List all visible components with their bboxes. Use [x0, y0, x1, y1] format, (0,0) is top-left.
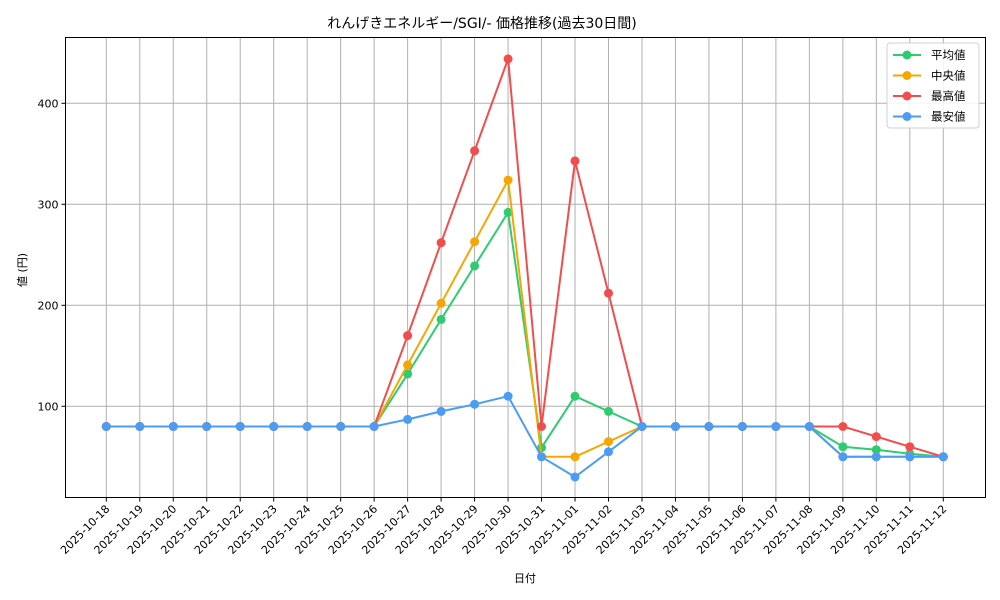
data-point-marker [202, 422, 212, 431]
data-point-marker [168, 422, 178, 431]
chart-title: れんげきエネルギー/SGI/- 価格推移(過去30日間) [327, 16, 637, 32]
y-tick-label: 100 [38, 400, 59, 413]
data-point-marker [938, 452, 948, 462]
y-axis-label: 値 (円) [16, 253, 29, 287]
data-point-marker [838, 442, 848, 452]
legend-box [886, 42, 980, 129]
data-point-marker [737, 422, 747, 431]
legend-marker-icon [902, 50, 912, 60]
data-point-marker [604, 437, 613, 447]
data-point-marker [403, 414, 413, 424]
data-point-marker [570, 391, 580, 401]
legend-label: 最安値 [931, 110, 966, 124]
data-point-marker [604, 288, 613, 298]
data-point-marker [604, 406, 613, 416]
y-tick-label: 200 [38, 299, 59, 312]
data-point-marker [336, 422, 346, 431]
legend-marker-icon [902, 71, 912, 80]
data-point-marker [905, 452, 915, 462]
legend-label: 最高値 [931, 89, 966, 103]
data-point-marker [838, 452, 848, 462]
data-point-marker [503, 175, 513, 185]
data-point-marker [302, 422, 312, 431]
data-series [101, 54, 948, 482]
data-point-marker [704, 422, 714, 431]
legend-marker-icon [902, 112, 912, 121]
x-axis-label: 日付 [514, 572, 536, 585]
data-point-marker [269, 422, 279, 431]
data-point-marker [905, 442, 915, 452]
data-point-marker [101, 422, 111, 431]
data-point-marker [838, 422, 848, 431]
data-point-marker [436, 238, 446, 248]
series-line [101, 175, 948, 462]
data-point-marker [570, 452, 580, 462]
data-point-marker [871, 432, 881, 442]
series-line [101, 54, 948, 462]
data-point-marker [403, 331, 413, 341]
data-point-marker [470, 237, 480, 247]
legend-item: 最高値 [893, 89, 966, 103]
legend-item: 中央値 [893, 69, 966, 83]
plot-area-frame [65, 37, 986, 498]
data-point-marker [871, 452, 881, 462]
data-point-marker [436, 406, 446, 416]
data-point-marker [637, 422, 647, 431]
data-point-marker [470, 399, 480, 409]
data-point-marker [470, 261, 480, 271]
data-point-marker [537, 422, 546, 431]
data-point-marker [503, 391, 513, 401]
data-point-marker [804, 422, 814, 431]
data-point-marker [570, 472, 580, 482]
legend-marker-icon [902, 91, 912, 101]
legend-item: 最安値 [893, 110, 966, 124]
data-point-marker [403, 369, 413, 379]
data-point-marker [436, 314, 446, 324]
y-tick-label: 400 [38, 97, 59, 110]
data-point-marker [871, 445, 881, 455]
x-axis-ticks: 2025-10-182025-10-192025-10-202025-10-21… [58, 497, 949, 557]
y-axis-ticks: 100 200 300 400 [38, 97, 66, 413]
data-point-marker [369, 422, 379, 431]
data-point-marker [470, 146, 480, 156]
y-tick-label: 300 [38, 198, 59, 211]
data-point-marker [135, 422, 145, 431]
data-point-marker [403, 360, 413, 370]
data-point-marker [436, 298, 446, 308]
data-point-marker [604, 447, 613, 457]
data-point-marker [537, 452, 546, 462]
data-point-marker [771, 422, 781, 431]
data-point-marker [235, 422, 245, 431]
legend-label: 平均値 [931, 48, 966, 62]
series-line [101, 391, 948, 482]
data-point-marker [570, 156, 580, 166]
legend-item: 平均値 [893, 48, 966, 62]
legend-label: 中央値 [931, 69, 966, 83]
data-point-marker [503, 207, 513, 217]
data-point-marker [503, 54, 513, 64]
data-point-marker [671, 422, 680, 431]
